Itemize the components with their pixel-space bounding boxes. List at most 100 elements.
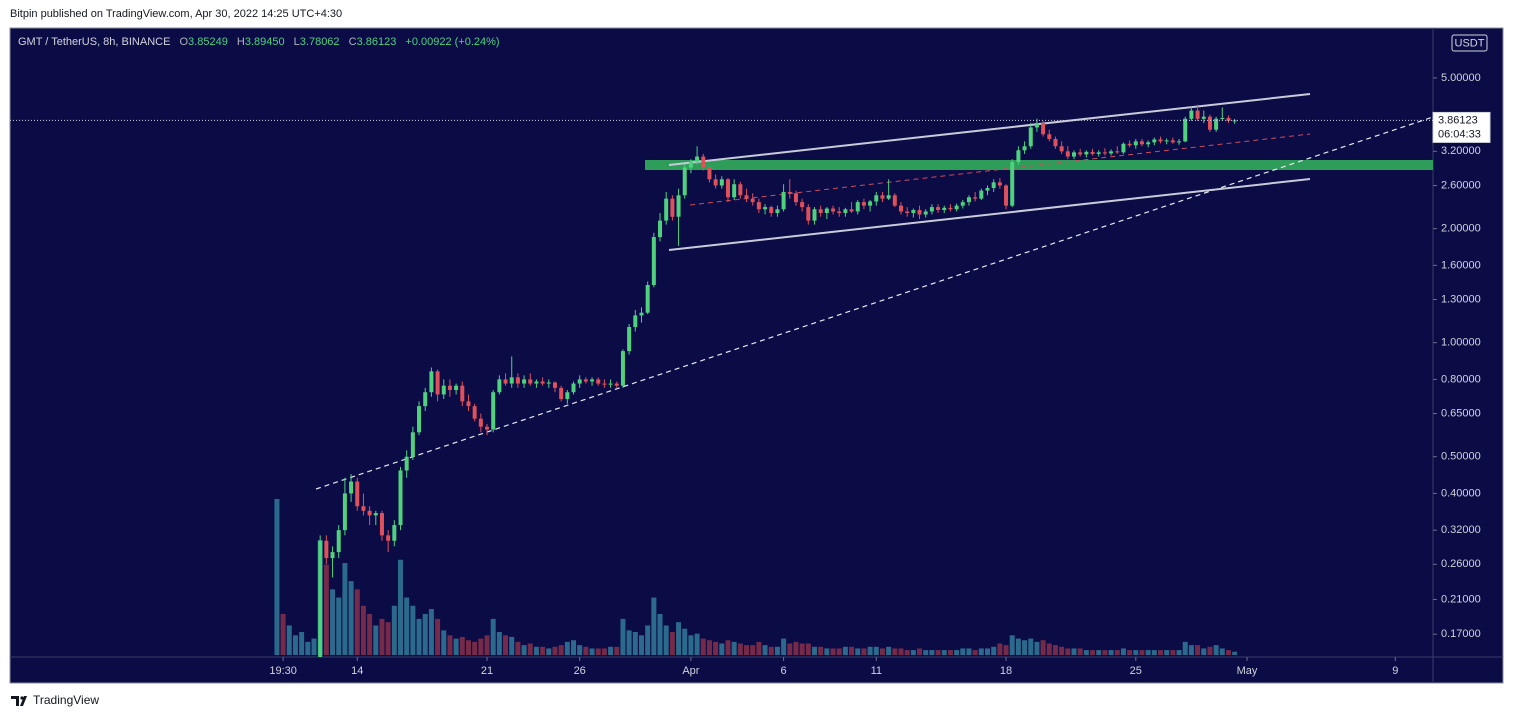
- volume-bar: [608, 646, 614, 655]
- candle-body: [441, 385, 446, 395]
- volume-bar: [1090, 650, 1096, 655]
- y-tick-label: 3.20000: [1441, 145, 1481, 157]
- candle-body: [855, 202, 860, 212]
- volume-bar: [1083, 650, 1089, 655]
- ohlc-legend: GMT / TetherUS, 8h, BINANCE O3.85249 H3.…: [18, 36, 500, 48]
- volume-bar: [305, 641, 311, 655]
- volume-bar: [676, 622, 682, 655]
- y-tick-label: 0.40000: [1441, 487, 1481, 499]
- volume-bar: [404, 597, 410, 655]
- volume-bar: [292, 635, 298, 655]
- volume-bar: [441, 630, 447, 655]
- volume-bar: [787, 643, 793, 655]
- candle-body: [1189, 110, 1194, 119]
- volume-bar: [1052, 645, 1058, 655]
- volume-bar: [428, 609, 434, 655]
- volume-bar: [1182, 641, 1188, 655]
- candle-body: [787, 191, 792, 194]
- drawings: [315, 93, 1433, 490]
- volume-bar: [336, 597, 342, 655]
- candle-body: [639, 312, 644, 316]
- candle-body: [417, 406, 422, 433]
- symbol: GMT / TetherUS, 8h, BINANCE: [18, 36, 170, 48]
- candle-body: [1010, 161, 1015, 206]
- brand-logo: [11, 696, 27, 706]
- volume-bar: [1108, 650, 1114, 655]
- candle-body: [1121, 143, 1126, 153]
- volume-bar: [947, 650, 953, 655]
- candle-body: [973, 197, 978, 199]
- volume-bar: [1046, 643, 1052, 655]
- candle-body: [423, 392, 428, 407]
- volume-bar: [367, 613, 373, 655]
- legend-value: 3.86123: [357, 36, 397, 48]
- candle-body: [552, 382, 557, 388]
- candle-body: [732, 184, 737, 198]
- volume-bar: [1003, 645, 1009, 655]
- candle-body: [991, 182, 996, 189]
- candle-body: [800, 202, 805, 208]
- candle-body: [355, 481, 360, 507]
- volume-bar: [892, 648, 898, 655]
- volume-bar: [750, 645, 756, 655]
- candle-body: [756, 202, 761, 210]
- volume-bar: [768, 646, 774, 655]
- volume-bar: [861, 648, 867, 655]
- x-tick-label: May: [1237, 665, 1258, 677]
- volume-bar: [978, 648, 984, 655]
- volume-bar: [299, 632, 305, 655]
- candle-body: [534, 381, 539, 384]
- volume-bar: [1127, 650, 1133, 655]
- volume-bar: [577, 645, 583, 655]
- volume-bar: [552, 646, 558, 655]
- volume-bar: [385, 622, 391, 655]
- volume-bar: [793, 641, 799, 655]
- candle-body: [515, 377, 520, 384]
- volume-bar: [435, 618, 441, 655]
- candle-body: [670, 198, 675, 217]
- volume-bar: [935, 650, 941, 655]
- candle-body: [985, 188, 990, 191]
- candle-body: [923, 211, 928, 215]
- y-tick-label: 0.65000: [1441, 407, 1481, 419]
- candle-body: [868, 201, 873, 206]
- candle-body: [596, 379, 601, 384]
- volume-bar: [781, 638, 787, 655]
- volume-bar: [1102, 650, 1108, 655]
- volume-bar: [824, 648, 830, 655]
- unit-badge[interactable]: [1451, 34, 1488, 52]
- unit-label: USDT: [1455, 37, 1485, 49]
- candle-body: [386, 535, 391, 541]
- volume-bar: [1015, 638, 1021, 655]
- candle-body: [620, 351, 625, 386]
- volume-bar: [354, 589, 360, 655]
- footer: TradingView: [11, 693, 99, 707]
- candle-body: [1072, 152, 1077, 157]
- legend-change: +0.00922 (+0.24%): [405, 36, 499, 48]
- volume-bar: [422, 613, 428, 655]
- volume-bar: [1120, 648, 1126, 655]
- volume-bar: [663, 625, 669, 655]
- candle-body: [491, 392, 496, 430]
- candle-body: [1041, 123, 1046, 135]
- volume-bar: [416, 618, 422, 655]
- volume-bar: [873, 646, 879, 655]
- volume-bar: [1164, 650, 1170, 655]
- volume-bar: [954, 650, 960, 655]
- volume-bar: [601, 648, 607, 655]
- volume-bar: [1114, 650, 1120, 655]
- candle-body: [1133, 141, 1138, 146]
- candle-body: [497, 379, 502, 393]
- y-tick-label: 0.80000: [1441, 373, 1481, 385]
- volume-bar: [360, 605, 366, 655]
- volume-bar: [1065, 648, 1071, 655]
- legend-key: H: [237, 36, 245, 48]
- y-tick-label: 1.60000: [1441, 259, 1481, 271]
- volume-bar: [626, 630, 632, 655]
- volume-bar: [917, 648, 923, 655]
- candle-body: [719, 179, 724, 186]
- volume-bar: [1096, 650, 1102, 655]
- volume-bar: [1071, 648, 1077, 655]
- chart-background: [9, 27, 1504, 684]
